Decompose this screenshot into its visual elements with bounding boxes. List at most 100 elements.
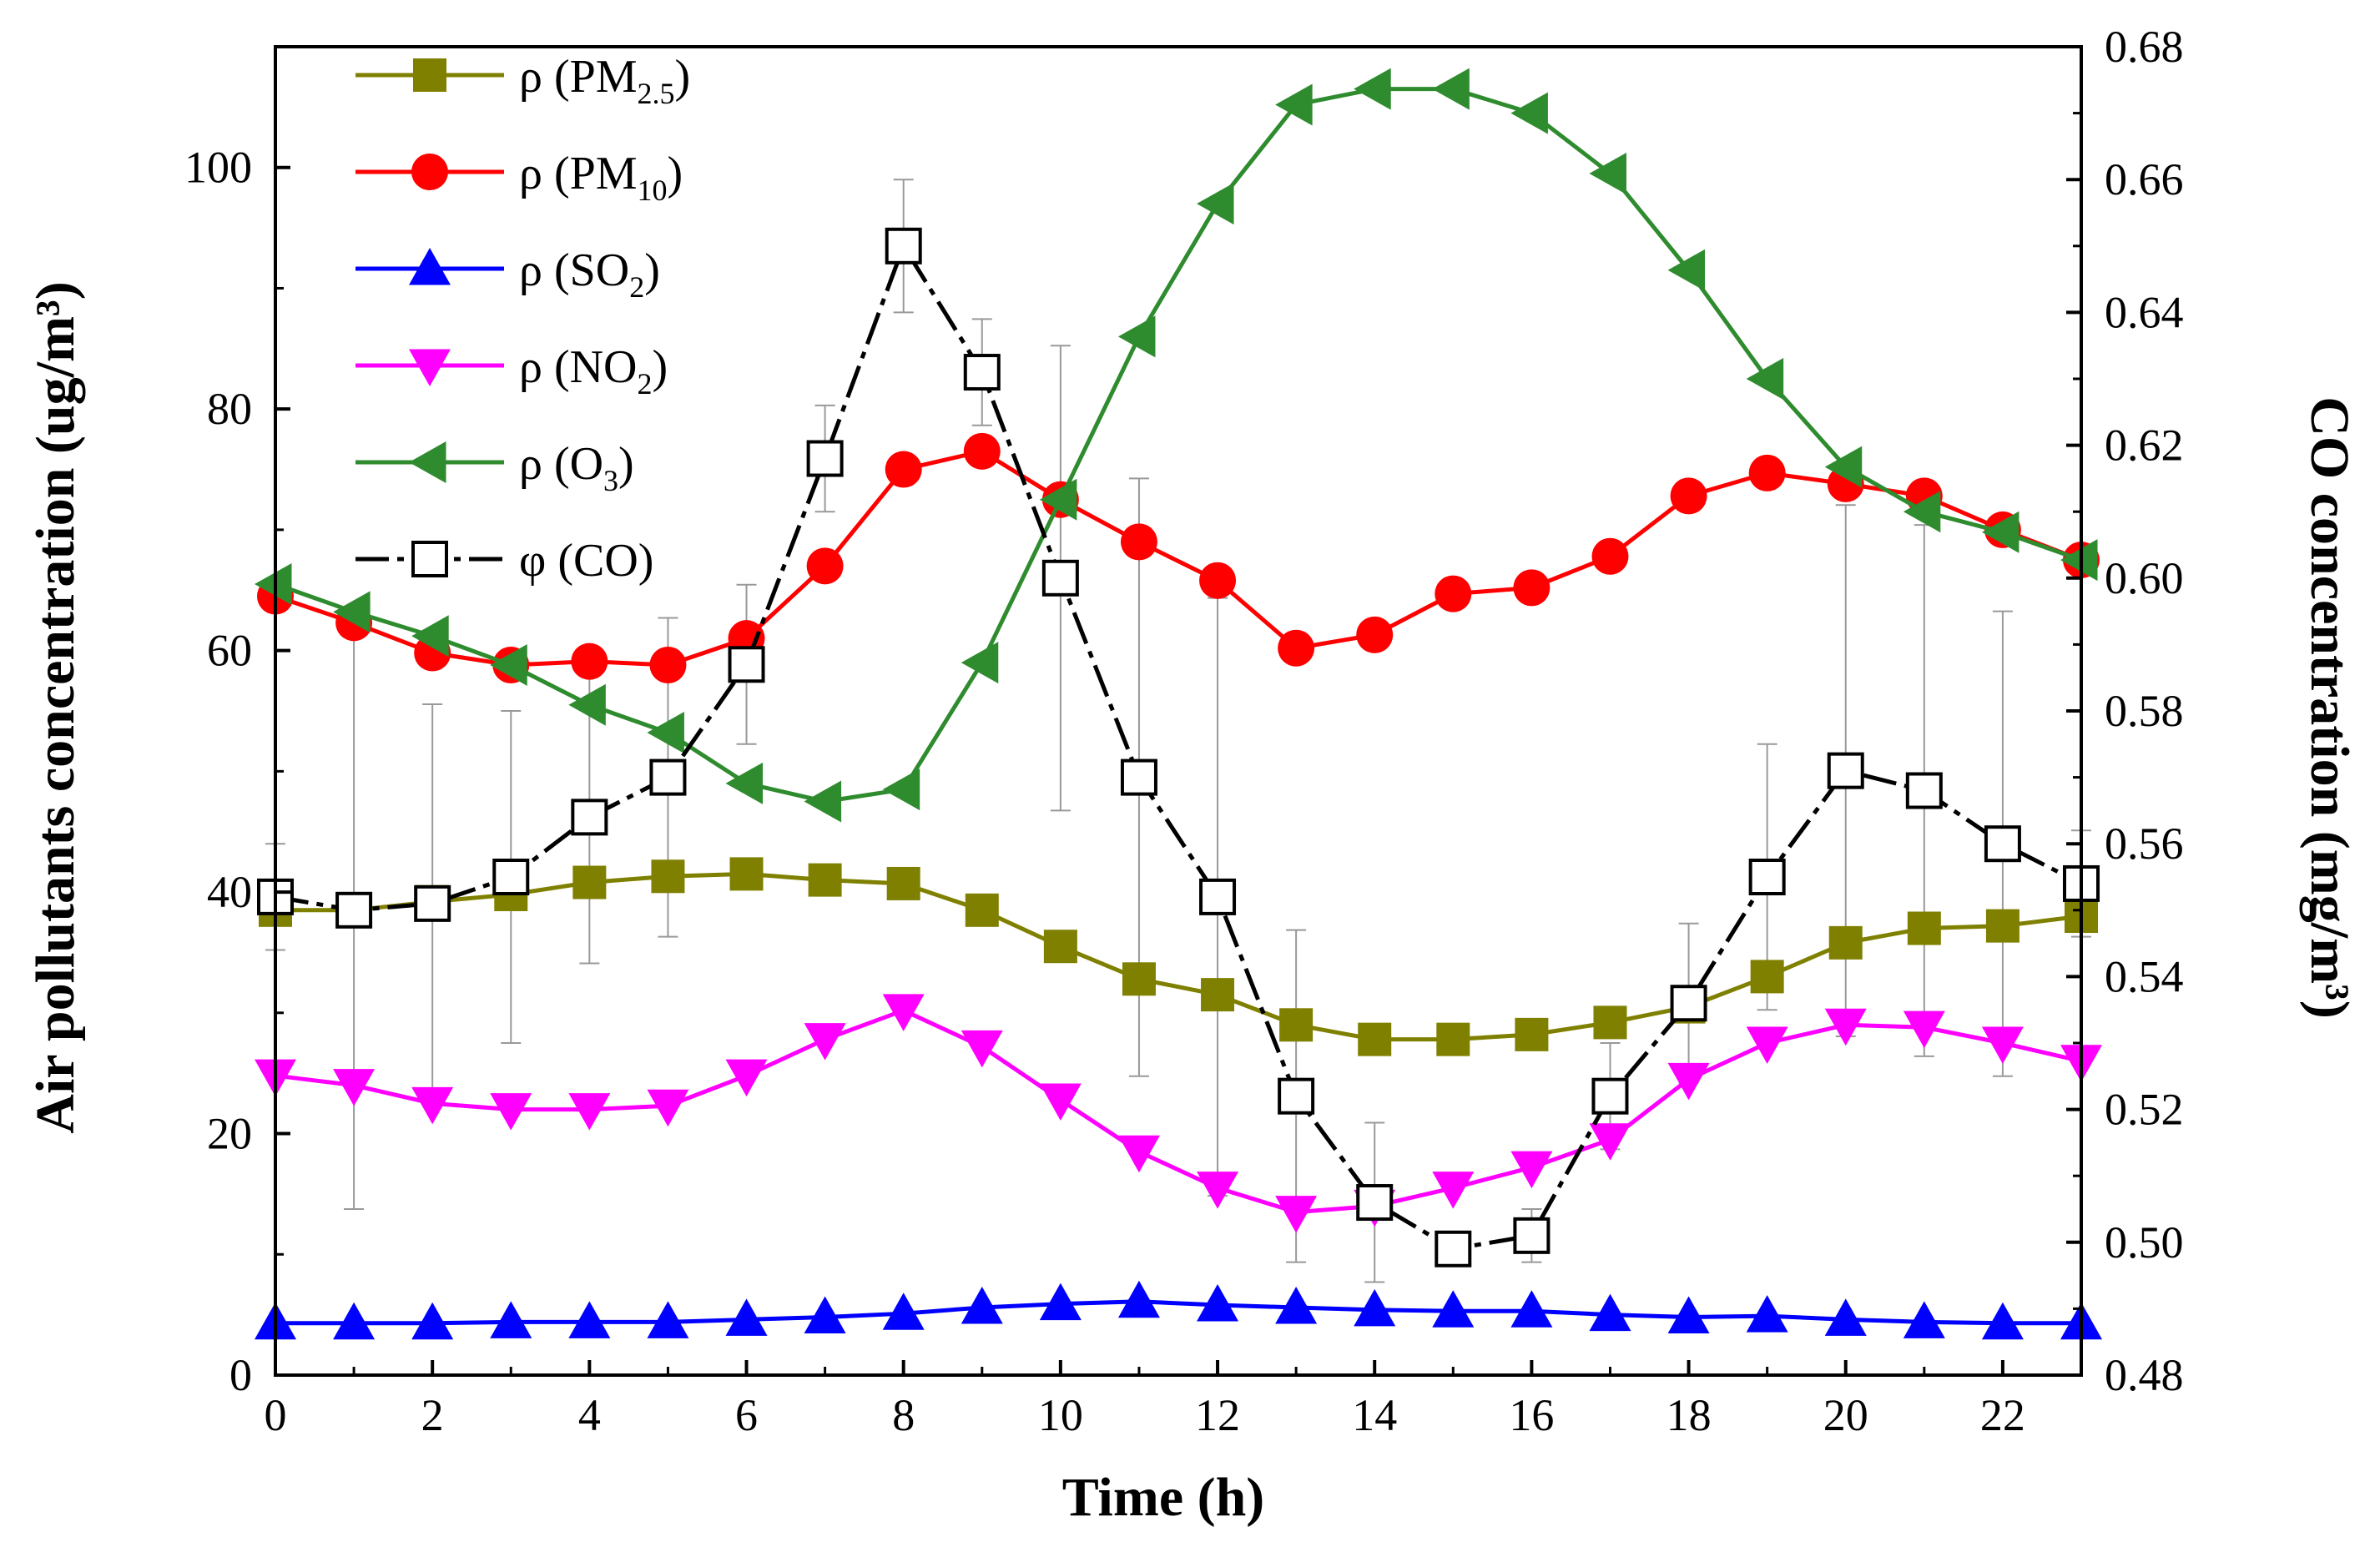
data-point	[411, 1086, 454, 1125]
y-tick-label: 40	[207, 867, 252, 917]
y2-tick-label: 0.66	[2105, 154, 2184, 204]
data-point	[729, 857, 764, 891]
data-point	[568, 1301, 611, 1338]
legend-marker	[409, 441, 446, 483]
data-point	[1513, 569, 1551, 607]
data-point	[1750, 960, 1784, 994]
data-point	[1981, 1302, 2024, 1340]
data-point	[725, 1298, 768, 1336]
data-point	[1510, 1290, 1553, 1328]
data-point	[961, 642, 999, 684]
series-so2	[255, 1280, 2102, 1340]
data-point	[1903, 1010, 1945, 1049]
data-point	[1197, 1172, 1239, 1209]
data-point	[1515, 1017, 1549, 1051]
data-point	[963, 432, 1001, 470]
data-point	[1432, 1172, 1475, 1209]
series-line	[275, 871, 2082, 1042]
data-point	[728, 646, 765, 683]
data-point	[1746, 1026, 1788, 1064]
data-point	[1356, 1184, 1394, 1222]
data-point	[1039, 1282, 1082, 1321]
data-point	[1201, 978, 1235, 1012]
series-line	[275, 1299, 2081, 1326]
data-point	[1513, 1217, 1551, 1254]
data-point	[725, 762, 764, 804]
data-point	[1670, 477, 1707, 515]
data-point	[882, 994, 925, 1031]
legend-marker	[411, 154, 448, 190]
data-point	[492, 859, 530, 895]
data-point	[333, 591, 371, 633]
data-point	[1593, 1005, 1627, 1040]
data-point	[804, 1296, 846, 1334]
y2-tick-label: 0.50	[2105, 1217, 2184, 1267]
y2-tick-label: 0.54	[2105, 951, 2184, 1001]
x-tick-label: 2	[421, 1390, 444, 1440]
data-point	[808, 863, 842, 897]
data-point	[1670, 985, 1707, 1022]
data-point	[1589, 152, 1626, 194]
data-point	[965, 893, 999, 927]
data-point	[1589, 1123, 1631, 1161]
data-point	[335, 891, 373, 929]
data-point	[1278, 1077, 1315, 1115]
data-point	[490, 1093, 532, 1131]
data-point	[414, 884, 451, 922]
data-point	[1435, 575, 1472, 612]
data-point	[1275, 1196, 1318, 1233]
data-point	[1278, 629, 1315, 667]
series-co	[257, 227, 2100, 1267]
data-point	[885, 451, 922, 488]
data-point	[1589, 1293, 1631, 1332]
data-point	[649, 647, 687, 684]
data-point	[1199, 878, 1237, 915]
legend-entry-co: φ (CO)	[355, 535, 653, 587]
data-point	[1667, 249, 1706, 291]
data-point	[1275, 1286, 1318, 1324]
y2-tick-label: 0.68	[2105, 22, 2184, 72]
data-point	[1824, 446, 1863, 488]
data-point	[1435, 1230, 1472, 1267]
series-no2	[255, 994, 2102, 1233]
data-point	[1667, 1296, 1710, 1334]
data-point	[804, 1023, 846, 1061]
data-point	[1667, 1062, 1710, 1101]
data-point	[1510, 1151, 1553, 1189]
data-point	[1746, 1295, 1788, 1333]
data-point	[1828, 925, 1863, 960]
data-point	[1432, 1290, 1475, 1328]
data-point	[571, 642, 608, 680]
x-tick-label: 0	[265, 1390, 287, 1440]
legend: ρ (PM2.5) ρ (PM10) ρ (SO2) ρ (NO2) ρ (O3) φ (…	[355, 51, 690, 587]
data-point	[1903, 1301, 1945, 1338]
data-point	[963, 354, 1001, 391]
series-o3	[255, 68, 2098, 823]
data-point	[568, 1093, 611, 1131]
data-point	[1432, 68, 1470, 110]
data-point	[1354, 1288, 1396, 1327]
data-point	[882, 1293, 925, 1330]
data-point	[647, 712, 684, 754]
series-lines	[255, 68, 2102, 1340]
y-tick-label: 20	[207, 1109, 252, 1159]
legend-marker	[411, 541, 448, 577]
data-point	[1279, 1008, 1314, 1042]
data-point	[1591, 1077, 1629, 1115]
data-point	[651, 859, 685, 894]
data-point	[649, 758, 687, 796]
data-point	[1043, 930, 1077, 964]
legend-label: ρ (O3)	[519, 438, 634, 497]
legend-entry-o3: ρ (O3)	[355, 438, 634, 497]
y2-tick-label: 0.64	[2105, 287, 2184, 337]
data-point	[1981, 1026, 2024, 1064]
y-axis-title: Air pollutants concentration (ug/m³)	[25, 281, 86, 1133]
data-point	[1041, 559, 1079, 597]
data-point	[1039, 478, 1077, 521]
legend-label: ρ (PM2.5)	[519, 51, 690, 110]
data-point	[490, 644, 527, 687]
data-point	[1748, 859, 1786, 895]
x-tick-label: 6	[735, 1390, 758, 1440]
y2-tick-label: 0.56	[2105, 819, 2184, 869]
data-point	[1358, 1022, 1392, 1056]
